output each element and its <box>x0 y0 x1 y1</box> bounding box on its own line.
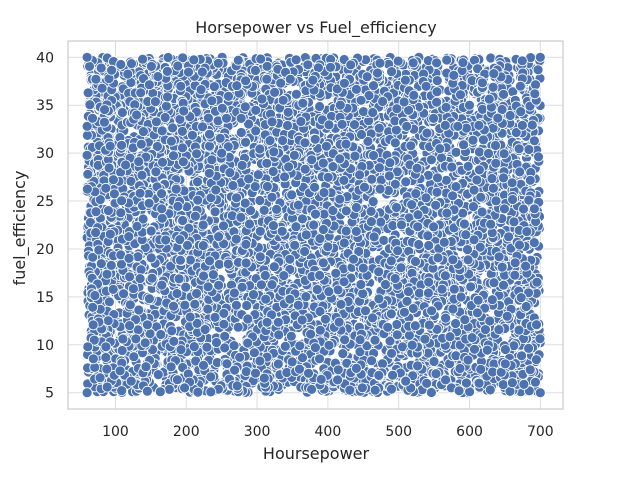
scatter-point <box>205 371 217 383</box>
scatter-point <box>100 352 112 363</box>
scatter-point <box>155 329 167 340</box>
scatter-point <box>524 174 536 186</box>
scatter-points <box>81 51 546 399</box>
scatter-point <box>498 89 509 100</box>
scatter-point <box>392 55 404 67</box>
scatter-point <box>290 88 302 100</box>
scatter-point <box>448 283 460 295</box>
scatter-point <box>515 106 527 117</box>
scatter-point <box>128 351 140 363</box>
scatter-point <box>212 57 224 69</box>
scatter-point <box>473 146 485 158</box>
scatter-point <box>485 52 497 64</box>
scatter-point <box>176 125 188 137</box>
scatter-point <box>314 101 326 112</box>
scatter-point <box>188 341 200 353</box>
scatter-point <box>296 213 308 225</box>
scatter-point <box>162 52 174 63</box>
scatter-point <box>488 277 500 289</box>
scatter-point <box>254 225 266 237</box>
scatter-point <box>503 231 515 243</box>
scatter-point <box>377 358 388 370</box>
scatter-point <box>100 182 112 194</box>
scatter-point <box>302 59 314 71</box>
scatter-point <box>373 266 385 278</box>
scatter-point <box>338 237 350 249</box>
scatter-point <box>534 333 546 345</box>
scatter-point <box>450 146 462 158</box>
scatter-point <box>104 296 115 308</box>
scatter-point <box>201 341 213 353</box>
scatter-point <box>152 369 164 381</box>
scatter-point <box>96 82 108 94</box>
scatter-point <box>386 347 398 359</box>
scatter-point <box>420 192 432 204</box>
scatter-point <box>395 262 407 274</box>
